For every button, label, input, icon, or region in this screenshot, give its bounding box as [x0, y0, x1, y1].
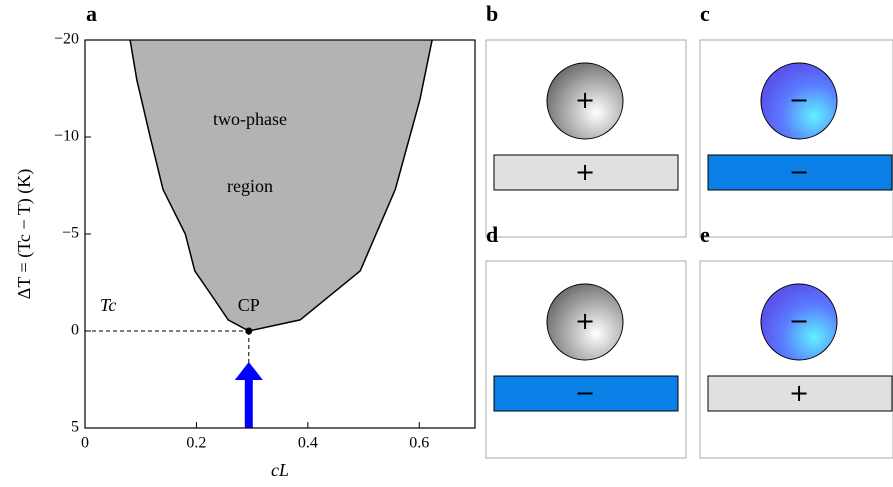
particle — [760, 283, 838, 361]
y-axis-label: ΔT = (Tc − T) (K) — [14, 169, 35, 299]
panel-label: e — [700, 222, 710, 247]
substrate — [707, 154, 893, 191]
particle-sign: − — [789, 86, 809, 114]
quench-arrow — [234, 362, 263, 428]
y-tick-label: 0 — [71, 322, 79, 339]
substrate — [707, 375, 893, 412]
particle — [546, 62, 624, 140]
y-tick-label: −5 — [62, 225, 79, 242]
particle-sign: − — [789, 307, 809, 335]
two-phase-region — [130, 40, 433, 331]
panel-label: c — [700, 1, 710, 26]
substrate-sign: + — [575, 158, 595, 186]
cp-label: CP — [238, 295, 260, 315]
region-label: two-phase — [213, 109, 287, 129]
particle-sign: + — [575, 307, 595, 335]
x-tick-label: 0.6 — [409, 435, 429, 452]
y-tick-label: −20 — [54, 31, 79, 48]
substrate-sign: − — [575, 379, 595, 407]
x-axis-label: cL — [271, 460, 289, 480]
substrate — [493, 375, 679, 412]
tc-label: Tc — [100, 295, 116, 315]
x-tick-label: 0.2 — [186, 435, 206, 452]
coexistence-curve — [129, 39, 433, 332]
particle-sign: + — [575, 86, 595, 114]
particle — [546, 283, 624, 361]
particle — [760, 62, 838, 140]
y-tick-label: −10 — [54, 128, 79, 145]
panel-label: a — [86, 1, 97, 26]
region-label: region — [227, 176, 273, 196]
substrate — [493, 154, 679, 191]
x-tick-label: 0 — [81, 435, 89, 452]
critical-point — [245, 327, 253, 335]
panel-label: b — [486, 1, 498, 26]
substrate-sign: − — [789, 158, 809, 186]
panel-label: d — [486, 222, 498, 247]
x-tick-label: 0.4 — [298, 435, 318, 452]
substrate-sign: + — [789, 379, 809, 407]
y-tick-label: 5 — [71, 419, 79, 436]
